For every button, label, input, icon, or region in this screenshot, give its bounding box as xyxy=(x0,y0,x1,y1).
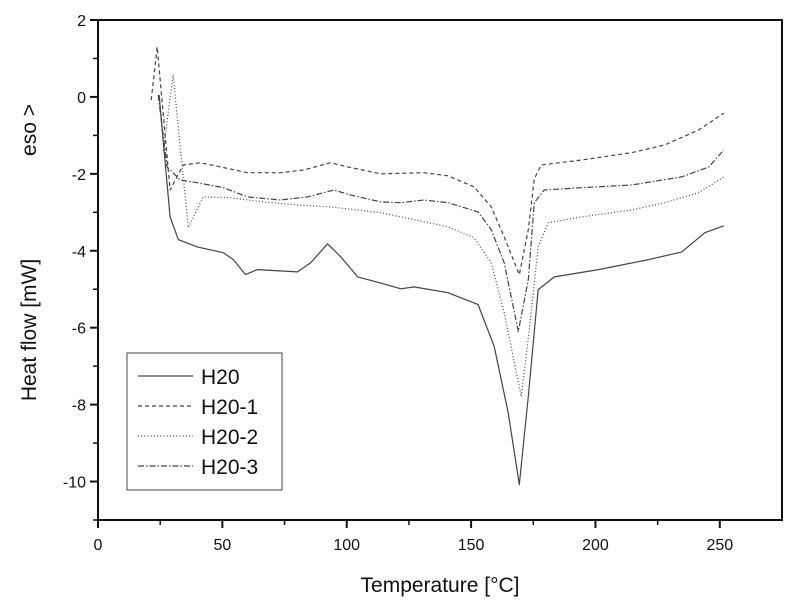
series-line-h20-2 xyxy=(162,74,725,398)
y-tick-label: -2 xyxy=(72,167,86,184)
y-tick-label: -8 xyxy=(72,398,86,415)
legend: H20 H20-1 H20-2 H20-3 xyxy=(126,352,283,491)
x-tick-label: 0 xyxy=(94,537,103,554)
x-tick-label: 200 xyxy=(582,537,609,554)
y-axis-annotation: eso > xyxy=(18,104,41,156)
x-tick-label: 50 xyxy=(213,537,231,554)
y-tick-label: -4 xyxy=(72,244,86,261)
y-axis-label: Heat flow [mW] xyxy=(18,259,41,401)
series-line-h20 xyxy=(158,94,725,486)
y-tick-label: 0 xyxy=(77,90,86,107)
legend-label: H20-2 xyxy=(201,426,258,449)
legend-label: H20 xyxy=(201,366,240,389)
x-tick-label: 150 xyxy=(458,537,485,554)
legend-label: H20-3 xyxy=(201,456,258,479)
series-line-h20-3 xyxy=(157,94,725,333)
legend-label: H20-1 xyxy=(201,396,258,419)
y-tick-label: -10 xyxy=(63,475,86,492)
x-tick-label: 100 xyxy=(333,537,360,554)
y-tick-label: 2 xyxy=(77,13,86,30)
x-axis-label: Temperature [°C] xyxy=(361,574,520,597)
x-tick-label: 250 xyxy=(706,537,733,554)
plot-frame xyxy=(97,19,783,521)
y-tick-label: -6 xyxy=(72,321,86,338)
series-line-h20-1 xyxy=(150,46,725,276)
